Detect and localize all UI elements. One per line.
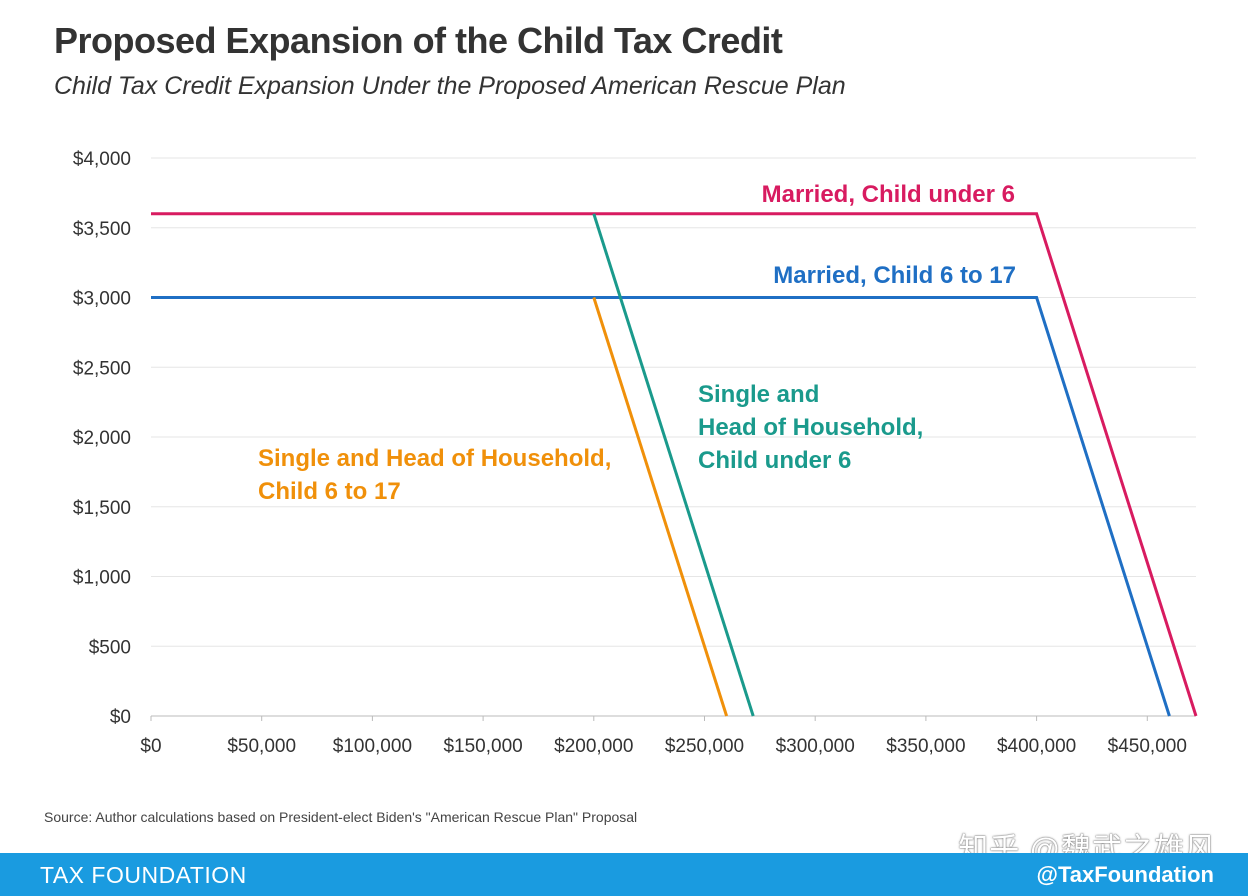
single-6to17-line bbox=[592, 297, 729, 717]
y-tick-label: $2,000 bbox=[73, 428, 131, 449]
x-tick-label: $150,000 bbox=[443, 736, 522, 757]
series-label: Child 6 to 17 bbox=[258, 478, 401, 505]
x-tick-label: $300,000 bbox=[776, 736, 855, 757]
series-label: Head of Household, bbox=[698, 414, 923, 441]
married-under6-line bbox=[151, 212, 1198, 717]
chart-subtitle: Child Tax Credit Expansion Under the Pro… bbox=[54, 72, 846, 100]
footer-handle[interactable]: @TaxFoundation bbox=[1036, 862, 1214, 887]
x-tick-label: $250,000 bbox=[665, 736, 744, 757]
x-tick-label: $50,000 bbox=[227, 736, 296, 757]
axes: $0 $500 $1,000 $1,500 $2,000 $2,500 $3,000 $3,5… bbox=[73, 149, 1187, 757]
footer-bar: TAX FOUNDATION @TaxFoundation bbox=[0, 853, 1248, 896]
single-under6-line bbox=[592, 213, 755, 717]
x-tick-label: $450,000 bbox=[1108, 736, 1187, 757]
series-label: Child under 6 bbox=[698, 447, 851, 474]
series-lines bbox=[151, 212, 1198, 717]
y-tick-label: $1,000 bbox=[73, 568, 131, 589]
x-tick-label: $400,000 bbox=[997, 736, 1076, 757]
x-tick-label: $100,000 bbox=[333, 736, 412, 757]
y-tick-label: $3,000 bbox=[73, 289, 131, 310]
y-tick-label: $3,500 bbox=[73, 219, 131, 240]
series-label: Single and bbox=[698, 381, 819, 408]
source-note: Source: Author calculations based on Pre… bbox=[44, 809, 638, 825]
y-tick-label: $0 bbox=[110, 707, 131, 728]
grid-lines bbox=[151, 157, 1196, 717]
footer-org: TAX FOUNDATION bbox=[40, 862, 247, 888]
series-label: Married, Child 6 to 17 bbox=[773, 262, 1016, 289]
married-6to17-line bbox=[151, 296, 1171, 717]
series-label: Single and Head of Household, bbox=[258, 445, 611, 472]
y-tick-label: $4,000 bbox=[73, 149, 131, 170]
x-tick-label: $0 bbox=[140, 736, 161, 757]
x-tick-label: $350,000 bbox=[886, 736, 965, 757]
chart-title: Proposed Expansion of the Child Tax Cred… bbox=[54, 20, 783, 61]
x-tick-label: $200,000 bbox=[554, 736, 633, 757]
series-labels: Married, Child under 6 Married, Child 6 t… bbox=[258, 181, 1016, 505]
line-chart: $0 $500 $1,000 $1,500 $2,000 $2,500 $3,000 $3,5… bbox=[73, 149, 1198, 757]
y-tick-label: $2,500 bbox=[73, 358, 131, 379]
y-tick-label: $500 bbox=[89, 637, 131, 658]
y-tick-label: $1,500 bbox=[73, 498, 131, 519]
series-label: Married, Child under 6 bbox=[762, 181, 1015, 208]
